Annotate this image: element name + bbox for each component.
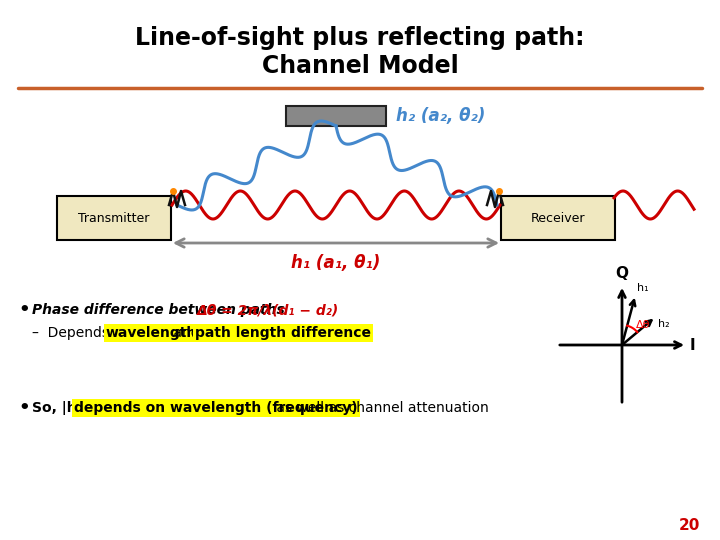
- Text: h₂: h₂: [657, 319, 670, 329]
- Text: Δθ = 2π/λ(d₁ − d₂): Δθ = 2π/λ(d₁ − d₂): [197, 303, 339, 317]
- Text: h₁: h₁: [637, 283, 649, 293]
- Text: depends on wavelength (frequency): depends on wavelength (frequency): [74, 401, 358, 415]
- Text: –  Depends on: – Depends on: [32, 326, 135, 340]
- Text: 20: 20: [679, 518, 700, 534]
- Text: and: and: [169, 326, 204, 340]
- Text: h₁ (a₁, θ₁): h₁ (a₁, θ₁): [292, 254, 381, 272]
- Text: Transmitter: Transmitter: [78, 212, 150, 225]
- Text: wavelength: wavelength: [106, 326, 197, 340]
- Text: Q: Q: [616, 266, 629, 281]
- Bar: [286, 106, 386, 126]
- Text: Phase difference between paths: Phase difference between paths: [32, 303, 289, 317]
- FancyBboxPatch shape: [57, 196, 171, 240]
- Text: as well as channel attenuation: as well as channel attenuation: [272, 401, 489, 415]
- Text: h₂ (a₂, θ₂): h₂ (a₂, θ₂): [396, 107, 485, 125]
- Text: I: I: [690, 338, 696, 353]
- FancyBboxPatch shape: [501, 196, 615, 240]
- Text: path length difference: path length difference: [195, 326, 371, 340]
- Text: Channel Model: Channel Model: [261, 54, 459, 78]
- Text: Line-of-sight plus reflecting path:: Line-of-sight plus reflecting path:: [135, 26, 585, 50]
- Text: Δθ: Δθ: [636, 320, 650, 330]
- Text: •: •: [18, 301, 30, 319]
- Text: So, |h|: So, |h|: [32, 401, 86, 415]
- Text: Receiver: Receiver: [531, 212, 585, 225]
- Text: •: •: [18, 399, 30, 417]
